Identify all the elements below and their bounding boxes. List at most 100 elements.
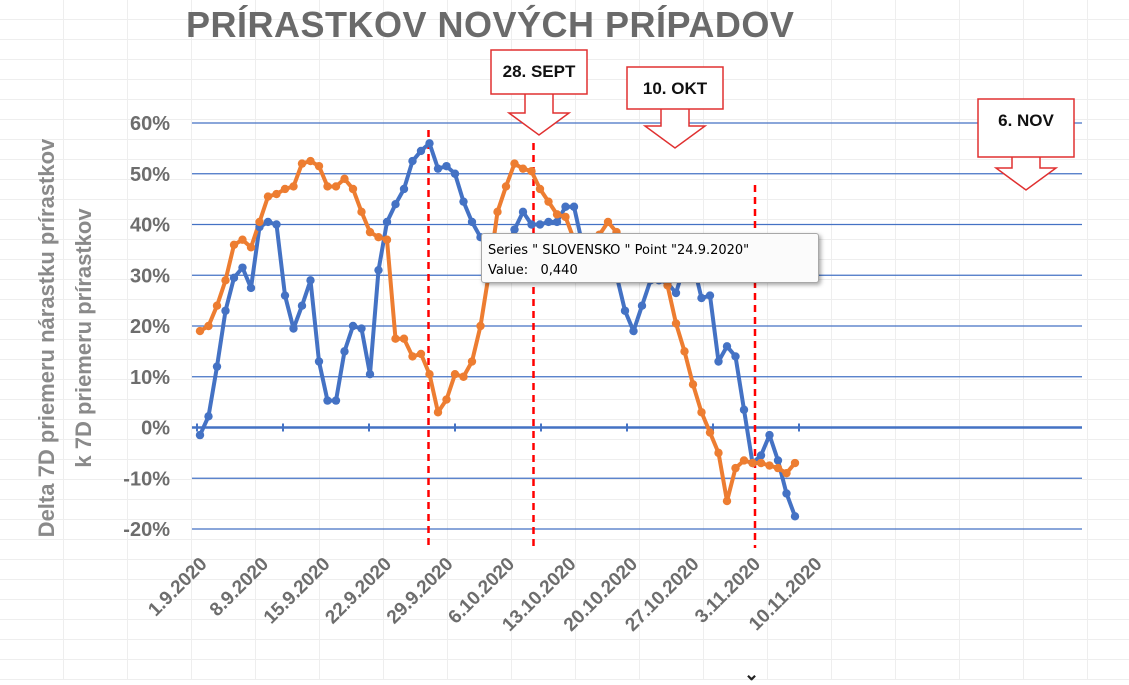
data-point-slovensko	[382, 217, 392, 227]
data-point-series2	[748, 458, 757, 468]
data-point-series2	[391, 334, 400, 343]
data-point-series2	[229, 240, 239, 249]
data-point-slovensko	[527, 220, 536, 229]
data-point-slovensko	[221, 306, 230, 315]
data-point-series2	[399, 334, 409, 343]
data-point-series2	[603, 217, 613, 227]
tooltip-value: 0,440	[540, 263, 578, 278]
data-point-series2	[425, 370, 434, 379]
data-point-series2	[323, 182, 332, 191]
data-point-series2	[467, 357, 477, 366]
data-point-slovensko	[365, 370, 375, 379]
data-point-slovensko	[790, 512, 800, 521]
data-point-slovensko	[518, 207, 528, 217]
data-point-slovensko	[374, 265, 383, 275]
data-point-series2	[255, 217, 264, 227]
data-point-series2	[238, 235, 247, 244]
data-point-series2	[306, 156, 315, 166]
data-point-series2	[705, 428, 715, 437]
data-point-slovensko	[637, 301, 647, 310]
data-point-series2	[221, 276, 230, 285]
y-tick-label: 50%	[130, 164, 170, 186]
data-point-slovensko	[425, 139, 434, 148]
data-point-series2	[782, 468, 791, 478]
data-point-slovensko	[442, 161, 451, 171]
data-point-series2	[765, 461, 774, 470]
data-point-slovensko	[416, 146, 426, 156]
tooltip-value-row: Value: 0,440	[488, 261, 818, 281]
data-point-series2	[731, 463, 740, 473]
data-point-slovensko	[229, 273, 239, 282]
y-tick-label: 40%	[130, 215, 170, 237]
data-point-series2	[442, 395, 451, 404]
data-point-series2	[450, 370, 460, 379]
data-point-slovensko	[569, 202, 579, 211]
data-point-slovensko	[561, 202, 570, 211]
data-point-series2	[688, 380, 698, 389]
tooltip-value-label: Value:	[488, 263, 529, 278]
data-point-series2	[357, 207, 366, 217]
data-point-series2	[544, 197, 553, 206]
data-point-slovensko	[289, 324, 298, 333]
data-point-slovensko	[459, 197, 468, 206]
annotation-callout: 6. NOV	[977, 98, 1075, 191]
x-tick-label: 22.9.2020	[321, 554, 396, 629]
data-point-slovensko	[280, 291, 290, 300]
data-point-series2	[773, 463, 783, 473]
data-point-slovensko	[552, 217, 562, 227]
data-point-slovensko	[620, 306, 630, 315]
y-tick-label: -20%	[123, 519, 170, 541]
chart-title: PRÍRASTKOV NOVÝCH PRÍPADOV	[186, 4, 795, 45]
data-point-series2	[459, 372, 468, 381]
data-point-slovensko	[297, 301, 307, 310]
data-point-slovensko	[314, 357, 324, 366]
series-line-slovensko	[198, 141, 797, 518]
data-point-slovensko	[391, 200, 400, 209]
annotation-callout: 10. OKT	[626, 66, 724, 149]
data-point-slovensko	[195, 430, 205, 440]
data-point-slovensko	[340, 347, 349, 356]
data-point-series2	[280, 184, 290, 194]
y-tick-label: 0%	[141, 418, 170, 440]
data-point-series2	[348, 184, 358, 194]
data-point-series2	[408, 352, 417, 361]
chevron-down-icon[interactable]: ⌄	[744, 664, 760, 684]
data-point-series2	[272, 189, 281, 199]
data-point-series2	[501, 182, 511, 191]
tooltip-series-point: Series " SLOVENSKO " Point "24.9.2020"	[488, 243, 750, 258]
data-point-slovensko	[535, 220, 545, 229]
x-tick-label: 1.9.2020	[144, 554, 211, 621]
annotation-label: 10. OKT	[643, 79, 708, 98]
data-point-series2	[493, 207, 502, 217]
data-point-series2	[212, 301, 222, 310]
data-point-series2	[289, 182, 298, 191]
y-tick-label: 10%	[130, 367, 170, 389]
data-point-series2	[433, 408, 443, 417]
data-point-slovensko	[408, 156, 417, 166]
data-point-series2	[518, 164, 528, 173]
arrow-down-icon	[642, 109, 708, 149]
annotation-label: 28. SEPT	[503, 62, 576, 81]
data-point-slovensko	[306, 276, 315, 285]
data-point-series2	[756, 458, 766, 468]
data-point-slovensko	[629, 326, 638, 336]
data-point-slovensko	[773, 456, 783, 465]
annotation-box	[977, 98, 1075, 158]
data-point-series2	[246, 243, 256, 252]
data-point-series2	[790, 458, 800, 468]
data-point-series2	[561, 212, 570, 222]
data-point-slovensko	[510, 225, 519, 234]
data-point-series2	[739, 456, 749, 465]
data-point-slovensko	[697, 293, 706, 303]
data-point-slovensko	[765, 430, 774, 440]
data-point-series2	[331, 182, 341, 191]
arrow-down-icon	[506, 94, 572, 136]
data-point-slovensko	[238, 263, 247, 272]
data-point-slovensko	[212, 362, 222, 371]
data-point-series2	[365, 227, 375, 237]
data-point-slovensko	[357, 324, 366, 333]
annotation-label: 6. NOV	[998, 111, 1054, 130]
data-point-slovensko	[204, 412, 213, 421]
data-point-slovensko	[323, 396, 332, 405]
